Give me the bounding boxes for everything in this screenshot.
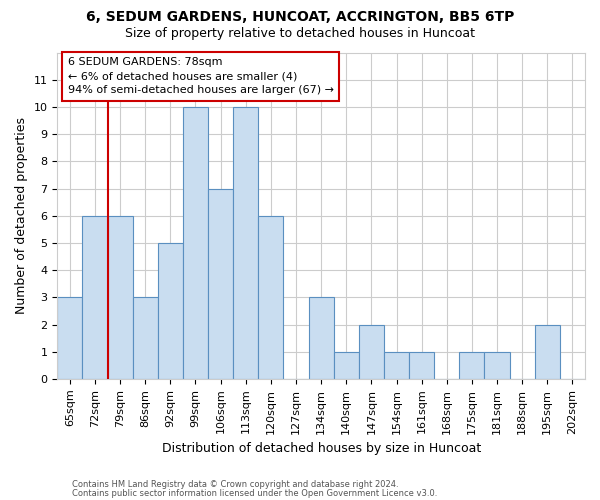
Bar (57, 298, 82, 379)
Bar (183, 107, 208, 379)
Bar (308, 298, 334, 379)
X-axis label: Distribution of detached houses by size in Huncoat: Distribution of detached houses by size … (161, 442, 481, 455)
Text: 6, SEDUM GARDENS, HUNCOAT, ACCRINGTON, BB5 6TP: 6, SEDUM GARDENS, HUNCOAT, ACCRINGTON, B… (86, 10, 514, 24)
Text: Contains HM Land Registry data © Crown copyright and database right 2024.: Contains HM Land Registry data © Crown c… (72, 480, 398, 489)
Bar (158, 243, 183, 379)
Bar (133, 298, 158, 379)
Bar (409, 352, 434, 379)
Y-axis label: Number of detached properties: Number of detached properties (15, 117, 28, 314)
Bar (334, 352, 359, 379)
Bar (359, 324, 384, 379)
Bar (107, 216, 133, 379)
Bar (208, 188, 233, 379)
Bar (233, 107, 259, 379)
Bar (460, 352, 484, 379)
Bar (384, 352, 409, 379)
Text: Size of property relative to detached houses in Huncoat: Size of property relative to detached ho… (125, 28, 475, 40)
Text: Contains public sector information licensed under the Open Government Licence v3: Contains public sector information licen… (72, 488, 437, 498)
Bar (259, 216, 283, 379)
Text: 6 SEDUM GARDENS: 78sqm
← 6% of detached houses are smaller (4)
94% of semi-detac: 6 SEDUM GARDENS: 78sqm ← 6% of detached … (68, 58, 334, 96)
Bar (82, 216, 107, 379)
Bar (484, 352, 509, 379)
Bar (535, 324, 560, 379)
